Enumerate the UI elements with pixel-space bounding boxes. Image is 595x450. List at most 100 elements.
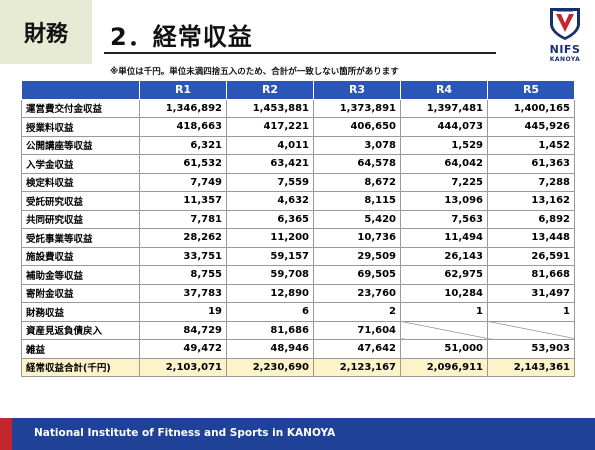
footer-bar <box>12 418 595 450</box>
value-cell: 13,162 <box>487 191 575 211</box>
row-label: 運営費交付金収益 <box>21 98 140 118</box>
section-tag: 財務 <box>23 22 68 47</box>
value-cell: 6,892 <box>487 209 575 229</box>
table-row: 入学金収益 61,532 63,421 64,578 64,042 61,363 <box>21 154 575 174</box>
row-label: 補助金等収益 <box>21 265 140 285</box>
value-cell: 11,494 <box>400 228 488 248</box>
value-cell: 7,749 <box>139 172 227 192</box>
value-cell: 10,284 <box>400 283 488 303</box>
row-label: 雑益 <box>21 339 140 359</box>
column-header: R2 <box>226 80 314 100</box>
value-cell: 1,529 <box>400 135 488 155</box>
value-cell: 1 <box>487 302 575 322</box>
value-cell: 11,357 <box>139 191 227 211</box>
value-cell: 1,452 <box>487 135 575 155</box>
value-cell: 64,042 <box>400 154 488 174</box>
row-label: 受託事業等収益 <box>21 228 140 248</box>
table-row: 検定料収益 7,749 7,559 8,672 7,225 7,288 <box>21 172 575 192</box>
column-header: R1 <box>139 80 227 100</box>
table-row: 受託事業等収益 28,262 11,200 10,736 11,494 13,448 <box>21 228 575 248</box>
value-cell: 7,225 <box>400 172 488 192</box>
row-label: 共同研究収益 <box>21 209 140 229</box>
table-row: 受託研究収益 11,357 4,632 8,115 13,096 13,162 <box>21 191 575 211</box>
logo-text: NIFS <box>549 43 581 56</box>
unit-note: ※単位は千円。単位未満四捨五入のため、合計が一致しない箇所があります <box>110 67 399 77</box>
value-cell: 61,532 <box>139 154 227 174</box>
value-cell: 28,262 <box>139 228 227 248</box>
value-cell: 1,453,881 <box>226 98 314 118</box>
value-cell: 63,421 <box>226 154 314 174</box>
table-row: 授業料収益 418,663 417,221 406,650 444,073 445,926 <box>21 117 575 137</box>
table-row: 共同研究収益 7,781 6,365 5,420 7,563 6,892 <box>21 209 575 229</box>
value-cell: 1,397,481 <box>400 98 488 118</box>
row-label: 経常収益合計(千円) <box>21 357 140 377</box>
value-cell: 23,760 <box>313 283 401 303</box>
value-cell: 1,346,892 <box>139 98 227 118</box>
nifs-logo: NIFS KANOYA <box>540 6 590 66</box>
value-cell: 6 <box>226 302 314 322</box>
value-cell: 5,420 <box>313 209 401 229</box>
value-cell: 33,751 <box>139 246 227 266</box>
empty-cell <box>400 320 488 340</box>
value-cell: 12,890 <box>226 283 314 303</box>
value-cell: 1,400,165 <box>487 98 575 118</box>
value-cell: 11,200 <box>226 228 314 248</box>
value-cell: 51,000 <box>400 339 488 359</box>
column-header: R3 <box>313 80 401 100</box>
value-cell: 4,011 <box>226 135 314 155</box>
income-table: R1 R2 R3 R4 R5 運営費交付金収益 1,346,892 1,453,88… <box>21 80 575 377</box>
value-cell: 8,672 <box>313 172 401 192</box>
value-cell: 61,363 <box>487 154 575 174</box>
table-row: 寄附金収益 37,783 12,890 23,760 10,284 31,497 <box>21 283 575 303</box>
page-title: 2．経常収益 <box>110 23 253 51</box>
value-cell: 444,073 <box>400 117 488 137</box>
footer-text: National Institute of Fitness and Sports… <box>34 427 336 439</box>
row-label: 入学金収益 <box>21 154 140 174</box>
value-cell: 37,783 <box>139 283 227 303</box>
value-cell: 71,604 <box>313 320 401 340</box>
value-cell: 417,221 <box>226 117 314 137</box>
value-cell: 49,472 <box>139 339 227 359</box>
value-cell: 2,230,690 <box>226 357 314 377</box>
value-cell: 47,642 <box>313 339 401 359</box>
shield-logo-icon <box>550 8 580 40</box>
row-label: 授業料収益 <box>21 117 140 137</box>
value-cell: 406,650 <box>313 117 401 137</box>
table-row: 補助金等収益 8,755 59,708 69,505 62,975 81,668 <box>21 265 575 285</box>
value-cell: 2,096,911 <box>400 357 488 377</box>
row-label: 受託研究収益 <box>21 191 140 211</box>
value-cell: 2,143,361 <box>487 357 575 377</box>
table-row: 資産見返負債戻入 84,729 81,686 71,604 <box>21 320 575 340</box>
value-cell: 445,926 <box>487 117 575 137</box>
row-label: 財務収益 <box>21 302 140 322</box>
section-tag-box: 財務 <box>0 0 92 64</box>
value-cell: 8,115 <box>313 191 401 211</box>
row-label: 施設費収益 <box>21 246 140 266</box>
row-label: 寄附金収益 <box>21 283 140 303</box>
value-cell: 29,509 <box>313 246 401 266</box>
value-cell: 13,096 <box>400 191 488 211</box>
value-cell: 7,781 <box>139 209 227 229</box>
table-row: 雑益 49,472 48,946 47,642 51,000 53,903 <box>21 339 575 359</box>
value-cell: 59,157 <box>226 246 314 266</box>
value-cell: 26,143 <box>400 246 488 266</box>
value-cell: 8,755 <box>139 265 227 285</box>
table-header-row: R1 R2 R3 R4 R5 <box>21 80 575 100</box>
empty-cell <box>487 320 575 340</box>
value-cell: 81,686 <box>226 320 314 340</box>
value-cell: 418,663 <box>139 117 227 137</box>
value-cell: 84,729 <box>139 320 227 340</box>
row-label: 資産見返負債戻入 <box>21 320 140 340</box>
value-cell: 4,632 <box>226 191 314 211</box>
table-row: 運営費交付金収益 1,346,892 1,453,881 1,373,891 1,397… <box>21 98 575 118</box>
value-cell: 10,736 <box>313 228 401 248</box>
row-label: 検定料収益 <box>21 172 140 192</box>
value-cell: 1 <box>400 302 488 322</box>
value-cell: 6,365 <box>226 209 314 229</box>
value-cell: 69,505 <box>313 265 401 285</box>
value-cell: 31,497 <box>487 283 575 303</box>
value-cell: 1,373,891 <box>313 98 401 118</box>
table-row: 施設費収益 33,751 59,157 29,509 26,143 26,591 <box>21 246 575 266</box>
title-underline <box>104 52 496 54</box>
value-cell: 7,559 <box>226 172 314 192</box>
